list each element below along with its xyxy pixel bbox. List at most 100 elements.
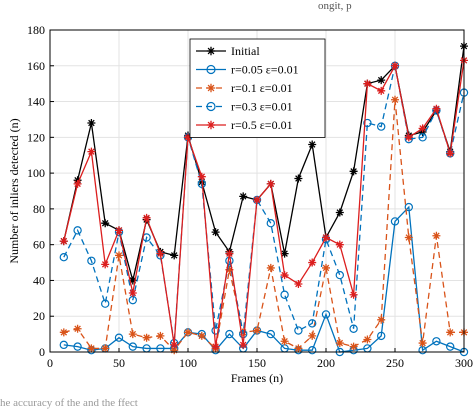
x-tick-label: 0 <box>47 356 53 370</box>
y-tick-label: 160 <box>27 59 45 73</box>
data-point <box>390 217 400 226</box>
data-point <box>184 133 192 142</box>
data-point <box>418 339 427 348</box>
y-tick-label: 60 <box>33 238 45 252</box>
data-point <box>87 147 96 156</box>
data-point <box>73 226 82 235</box>
data-point <box>87 119 96 128</box>
data-point <box>294 280 303 289</box>
x-tick-label: 200 <box>317 356 335 370</box>
data-point <box>280 249 289 258</box>
data-point <box>101 260 110 269</box>
page-fragment-bottom: he accuracy of the and the ffect <box>0 397 138 409</box>
data-point <box>349 167 358 176</box>
data-point <box>115 251 123 260</box>
data-point <box>206 46 216 56</box>
data-point <box>294 344 303 353</box>
data-point <box>100 299 110 308</box>
series-line <box>63 65 465 344</box>
series-line <box>63 99 464 352</box>
data-point <box>206 83 216 93</box>
data-point <box>363 335 372 344</box>
data-point <box>404 133 413 142</box>
y-tick-label: 120 <box>27 130 45 144</box>
data-point <box>322 263 330 272</box>
y-axis-label: Number of inliers detected (n) <box>7 118 21 263</box>
data-point <box>114 333 124 342</box>
data-point <box>446 328 455 337</box>
data-point <box>170 346 179 355</box>
data-point <box>321 310 331 319</box>
x-axis-label: Frames (n) <box>231 371 283 385</box>
legend-label: r=0.5 ε=0.01 <box>231 118 293 132</box>
data-point <box>377 122 386 131</box>
data-point <box>206 101 216 112</box>
data-point <box>73 324 82 333</box>
legend-entry: Initial <box>196 44 260 58</box>
series-1 <box>59 202 469 357</box>
legend: Initial r=0.05 ε=0.01 r=0.1 ε=0.01 r=0.3 ε=… <box>189 38 326 138</box>
y-tick-label: 180 <box>27 23 45 37</box>
data-point <box>335 240 344 249</box>
data-point <box>377 315 386 324</box>
data-point <box>322 233 330 242</box>
y-tick-label: 80 <box>33 202 45 216</box>
data-point <box>87 256 96 265</box>
legend-label: r=0.1 ε=0.01 <box>231 81 293 95</box>
data-point <box>294 174 303 183</box>
data-point <box>73 179 82 188</box>
data-point <box>184 328 192 337</box>
data-point <box>225 329 234 339</box>
data-point <box>404 233 413 242</box>
legend-label: r=0.3 ε=0.01 <box>231 100 293 114</box>
data-point <box>156 331 165 340</box>
data-point <box>73 342 82 351</box>
series-line <box>63 60 465 347</box>
data-point <box>211 326 220 335</box>
data-point <box>308 258 317 267</box>
data-point <box>87 344 96 353</box>
data-point <box>238 329 248 339</box>
data-point <box>211 342 220 351</box>
data-point <box>197 331 206 340</box>
data-point <box>253 326 261 335</box>
y-tick-label: 0 <box>39 345 45 359</box>
data-point <box>280 337 289 346</box>
data-point <box>404 202 413 212</box>
data-point <box>266 218 275 228</box>
data-point <box>211 228 220 237</box>
data-point <box>432 104 441 113</box>
data-point <box>446 342 455 351</box>
data-point <box>349 342 358 351</box>
legend-entry: r=0.5 ε=0.01 <box>196 118 293 132</box>
data-point <box>170 251 179 260</box>
data-point <box>280 290 289 299</box>
data-point <box>432 231 441 240</box>
x-tick-label: 300 <box>455 356 473 370</box>
data-point <box>280 271 289 280</box>
series-4 <box>59 56 468 351</box>
data-point <box>59 237 68 246</box>
data-point <box>363 118 372 128</box>
data-point <box>377 76 386 85</box>
page-fragment-top: ongit, p <box>318 0 352 12</box>
data-point <box>432 337 441 346</box>
data-point <box>308 319 317 328</box>
data-point <box>156 249 165 258</box>
data-point <box>128 330 137 339</box>
y-tick-label: 100 <box>27 166 45 180</box>
data-point <box>59 328 68 337</box>
data-point <box>128 288 137 297</box>
data-point <box>446 149 455 158</box>
data-point <box>363 79 372 88</box>
data-point <box>115 226 123 235</box>
data-point <box>206 64 216 75</box>
y-tick-label: 140 <box>27 95 45 109</box>
data-point <box>142 333 151 342</box>
data-point <box>335 270 344 280</box>
data-point <box>349 290 358 299</box>
data-point <box>128 276 137 285</box>
x-tick-label: 100 <box>179 356 197 370</box>
legend-entry: r=0.3 ε=0.01 <box>196 100 293 114</box>
data-point <box>335 208 344 217</box>
